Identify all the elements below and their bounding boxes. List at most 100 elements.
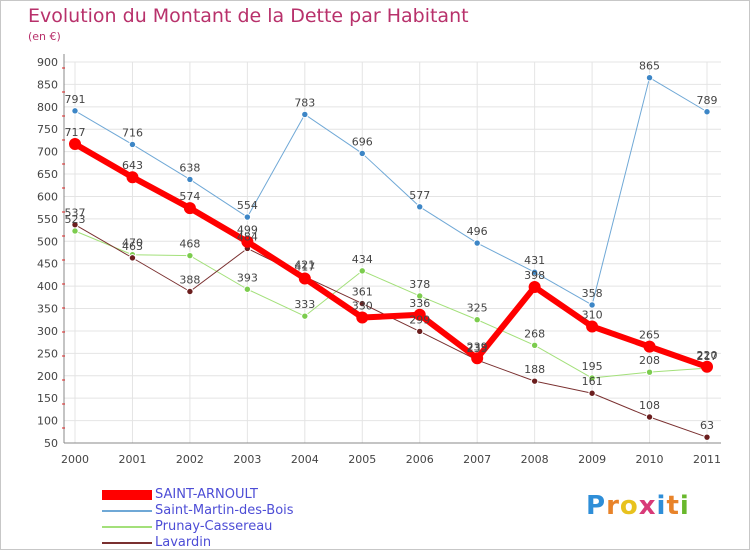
data-point — [473, 239, 481, 247]
data-label: 577 — [409, 189, 430, 202]
y-tick-label: 900 — [37, 56, 58, 69]
data-point — [186, 251, 194, 260]
data-label: 361 — [352, 286, 373, 299]
data-label: 268 — [524, 327, 545, 340]
data-label: 463 — [122, 240, 143, 253]
data-label: 468 — [179, 238, 200, 251]
data-point — [471, 352, 484, 365]
data-point — [416, 203, 424, 211]
data-point — [588, 301, 596, 309]
data-point — [703, 108, 711, 116]
data-label: 388 — [179, 273, 200, 286]
data-label: 696 — [352, 135, 373, 148]
data-point — [645, 368, 654, 376]
y-tick-label: 250 — [37, 347, 58, 360]
data-label: 523 — [65, 213, 86, 226]
data-label: 496 — [467, 225, 488, 238]
legend-swatch — [102, 526, 152, 528]
data-label: 378 — [409, 278, 430, 291]
data-point — [416, 327, 424, 336]
data-label: 484 — [237, 230, 258, 243]
data-point — [530, 268, 539, 276]
data-label: 299 — [409, 313, 430, 326]
data-label: 217 — [697, 350, 718, 363]
data-label: 325 — [467, 302, 488, 315]
data-label: 393 — [237, 271, 258, 284]
data-label: 791 — [65, 93, 86, 106]
data-point — [645, 413, 654, 421]
data-label: 470 — [122, 237, 143, 250]
data-label: 431 — [524, 254, 545, 267]
y-tick-label: 50 — [44, 437, 58, 450]
y-tick-label: 150 — [37, 392, 58, 405]
data-point — [298, 272, 311, 285]
legend-item: Prunay-Cassereau — [102, 519, 342, 535]
data-point — [528, 281, 541, 294]
logo-letter: o — [619, 491, 639, 521]
series-line-saint-arnoult — [72, 141, 710, 370]
y-tick-label: 800 — [37, 101, 58, 114]
y-tick-label: 750 — [37, 123, 58, 136]
data-point — [128, 254, 137, 262]
y-tick-label: 350 — [37, 303, 58, 316]
data-label: 195 — [582, 360, 603, 373]
data-point — [126, 171, 139, 184]
data-label: 717 — [65, 126, 86, 139]
logo-letter: t — [666, 491, 680, 521]
data-label: 643 — [122, 159, 143, 172]
data-point — [243, 213, 252, 221]
data-point — [358, 299, 366, 308]
data-point — [243, 285, 252, 293]
data-label: 220 — [697, 349, 718, 362]
legend-item: SAINT-ARNOULT — [102, 487, 342, 503]
legend-item: Lavardin — [102, 535, 342, 551]
logo-letter: r — [606, 491, 620, 521]
data-point — [241, 235, 254, 248]
series-line-prunay-cassereau — [74, 230, 708, 379]
data-label: 499 — [237, 224, 258, 237]
data-point — [186, 175, 194, 184]
x-tick-label: 2007 — [463, 453, 491, 466]
y-tick-label: 600 — [37, 190, 58, 203]
data-point — [356, 311, 369, 324]
x-tick-label: 2006 — [406, 453, 434, 466]
data-label: 265 — [639, 329, 660, 342]
x-tick-label: 2004 — [291, 453, 319, 466]
data-point — [703, 433, 711, 441]
y-tick-label: 500 — [37, 235, 58, 248]
data-point — [701, 360, 713, 373]
data-point — [413, 308, 426, 321]
data-label: 574 — [179, 190, 200, 203]
plot-area — [64, 62, 721, 443]
data-point — [645, 73, 654, 82]
legend-label: SAINT-ARNOULT — [155, 487, 258, 502]
data-label: 235 — [467, 342, 488, 355]
legend-swatch — [102, 510, 152, 512]
data-point — [301, 110, 309, 119]
data-point — [186, 287, 194, 296]
data-point — [358, 149, 366, 158]
y-tick-label: 400 — [37, 280, 58, 293]
y-tick-label: 850 — [37, 78, 58, 91]
x-tick-label: 2011 — [693, 453, 721, 466]
logo-letter: x — [638, 491, 657, 521]
data-label: 208 — [639, 354, 660, 367]
data-label: 188 — [524, 363, 545, 376]
data-point — [71, 221, 79, 229]
y-tick-label: 550 — [37, 213, 58, 226]
x-tick-label: 2005 — [348, 453, 376, 466]
data-point — [530, 377, 539, 385]
data-point — [588, 389, 596, 397]
data-point — [71, 107, 79, 115]
logo-letter: i — [656, 491, 667, 521]
x-tick-label: 2008 — [521, 453, 549, 466]
x-tick-label: 2009 — [578, 453, 606, 466]
legend: SAINT-ARNOULT Saint-Martin-des-Bois Prunay… — [102, 487, 342, 551]
data-label: 398 — [524, 269, 545, 282]
legend-label: Saint-Martin-des-Bois — [155, 503, 294, 518]
data-label: 63 — [700, 419, 714, 432]
x-tick-label: 2003 — [233, 453, 261, 466]
data-point — [643, 340, 656, 353]
legend-swatch — [102, 490, 152, 500]
